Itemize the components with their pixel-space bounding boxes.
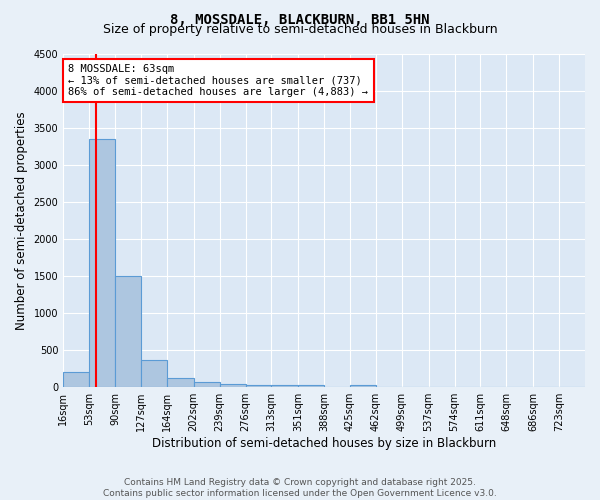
Y-axis label: Number of semi-detached properties: Number of semi-detached properties [15, 112, 28, 330]
Text: 8, MOSSDALE, BLACKBURN, BB1 5HN: 8, MOSSDALE, BLACKBURN, BB1 5HN [170, 12, 430, 26]
Text: Size of property relative to semi-detached houses in Blackburn: Size of property relative to semi-detach… [103, 22, 497, 36]
Bar [298, 384, 324, 387]
Bar [194, 382, 220, 387]
Bar [115, 276, 141, 387]
Bar [141, 360, 167, 387]
X-axis label: Distribution of semi-detached houses by size in Blackburn: Distribution of semi-detached houses by … [152, 437, 496, 450]
Bar [167, 378, 194, 387]
Text: Contains HM Land Registry data © Crown copyright and database right 2025.
Contai: Contains HM Land Registry data © Crown c… [103, 478, 497, 498]
Bar [63, 372, 89, 387]
Bar [89, 139, 115, 387]
Bar [245, 384, 271, 387]
Text: 8 MOSSDALE: 63sqm
← 13% of semi-detached houses are smaller (737)
86% of semi-de: 8 MOSSDALE: 63sqm ← 13% of semi-detached… [68, 64, 368, 97]
Bar [350, 384, 376, 387]
Bar [220, 384, 245, 387]
Bar [271, 384, 298, 387]
